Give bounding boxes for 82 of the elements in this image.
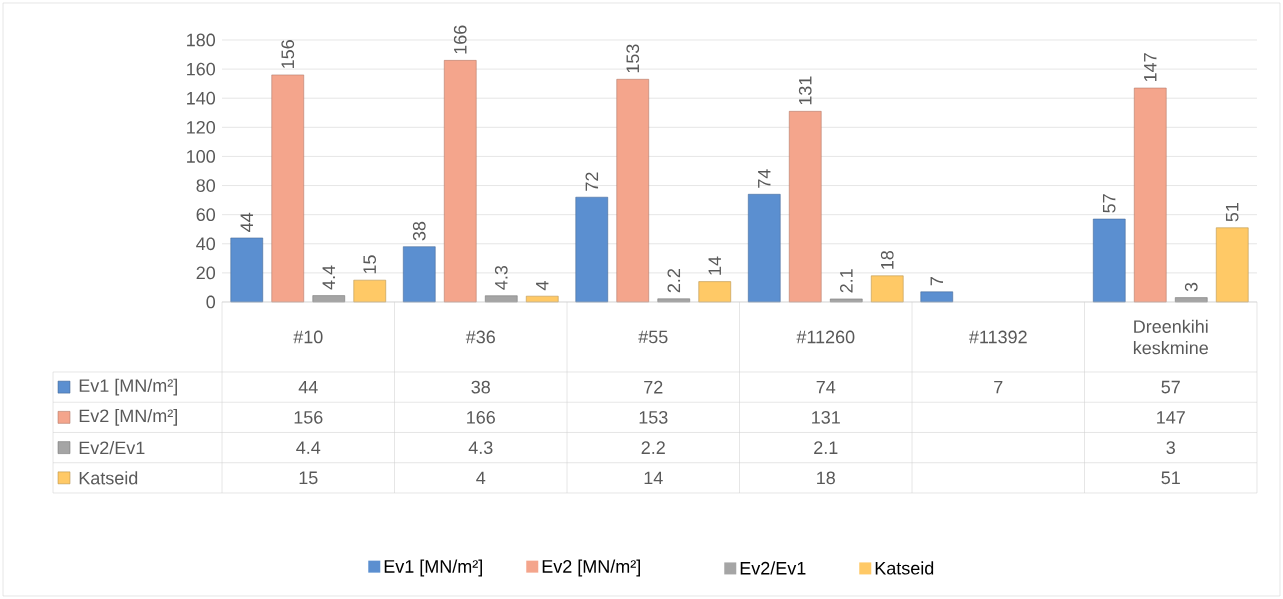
y-tick-label: 140 (187, 91, 216, 105)
text: Katseid (79, 471, 138, 485)
x-tick-label: #36 (465, 330, 495, 344)
y-tick-label: 60 (196, 208, 216, 222)
text: 4.4 (322, 265, 335, 290)
bar (920, 291, 954, 303)
y-tick-label: 40 (196, 237, 216, 251)
legend-label: Ev2 [MN/m²] (79, 408, 177, 426)
bar (616, 79, 650, 303)
text: 4 (536, 281, 549, 291)
y-tick-label: 20 (196, 266, 216, 280)
legend-label: Ev2/Ev1 (79, 441, 145, 455)
data-label: 51 (1161, 471, 1180, 485)
x-tick-label: #55 (638, 330, 668, 344)
y-tick-label: 0 (206, 295, 216, 309)
text: 44 (240, 212, 253, 232)
x-tick-label: #11260 (796, 330, 855, 344)
text: 7 (930, 277, 943, 286)
text: Ev1 [MN/m²] (384, 559, 482, 577)
bar (402, 246, 436, 303)
bar (1092, 218, 1126, 303)
text: 2.1 (839, 269, 853, 293)
data-label: 166 (467, 410, 495, 424)
text: 72 (585, 172, 599, 191)
data-label: 4.3 (468, 441, 493, 454)
text: Ev2 [MN/m²] (542, 559, 640, 577)
data-label: 153 (639, 410, 668, 424)
data-label: 4.4 (296, 441, 321, 454)
text: 15 (363, 255, 377, 274)
data-label: 131 (812, 410, 840, 424)
data-label: 15 (299, 471, 318, 485)
text: 131 (798, 76, 812, 105)
text: 3 (1184, 282, 1198, 292)
bar (443, 60, 477, 303)
bar (353, 279, 387, 303)
text: 156 (281, 40, 295, 68)
data-label: 14 (644, 471, 663, 485)
data-label: 3 (1166, 441, 1175, 454)
data-label: 147 (1157, 411, 1185, 424)
x-tick-label: #11392 (968, 330, 1027, 344)
data-label: 4 (476, 471, 486, 485)
data-label: 44 (298, 380, 318, 394)
data-label: 2.1 (814, 441, 838, 454)
bar (788, 111, 822, 303)
text: 153 (626, 44, 640, 73)
bar (698, 281, 732, 303)
data-label: 74 (816, 380, 836, 394)
x-tick-label: Dreenkihi keskmine (1133, 319, 1208, 355)
bar (271, 74, 305, 303)
legend-label: Ev1 [MN/m²] (79, 378, 177, 396)
text: 51 (1225, 203, 1239, 222)
text: 57 (1102, 194, 1116, 213)
data-label: 57 (1161, 380, 1180, 394)
text: 166 (453, 25, 467, 54)
x-tick-label: #10 (293, 330, 323, 344)
bar (484, 295, 518, 303)
bar (1133, 87, 1167, 303)
text: 2.2 (667, 269, 681, 293)
y-tick-label: 180 (187, 33, 216, 47)
bar (1215, 227, 1249, 303)
data-label: 7 (994, 380, 1003, 394)
bar (575, 196, 609, 303)
data-label: 156 (294, 410, 323, 424)
data-label: 38 (471, 380, 490, 394)
y-tick-label: 80 (196, 179, 216, 192)
y-tick-label: 100 (187, 150, 216, 163)
text: 74 (758, 169, 771, 188)
data-label: 2.2 (641, 441, 665, 454)
text: 18 (880, 250, 894, 269)
data-label: 72 (644, 380, 663, 394)
bar (747, 194, 781, 303)
y-tick-label: 120 (187, 120, 216, 134)
text: 4.3 (494, 265, 508, 290)
legend-label: Katseid (875, 561, 934, 575)
bar (870, 275, 904, 303)
data-label: 18 (817, 471, 835, 485)
bar (230, 237, 264, 303)
text: Ev2/Ev1 (740, 561, 806, 575)
text: 14 (708, 256, 721, 275)
text: 147 (1144, 53, 1157, 82)
text: 38 (412, 221, 426, 241)
y-tick-label: 160 (187, 62, 216, 76)
